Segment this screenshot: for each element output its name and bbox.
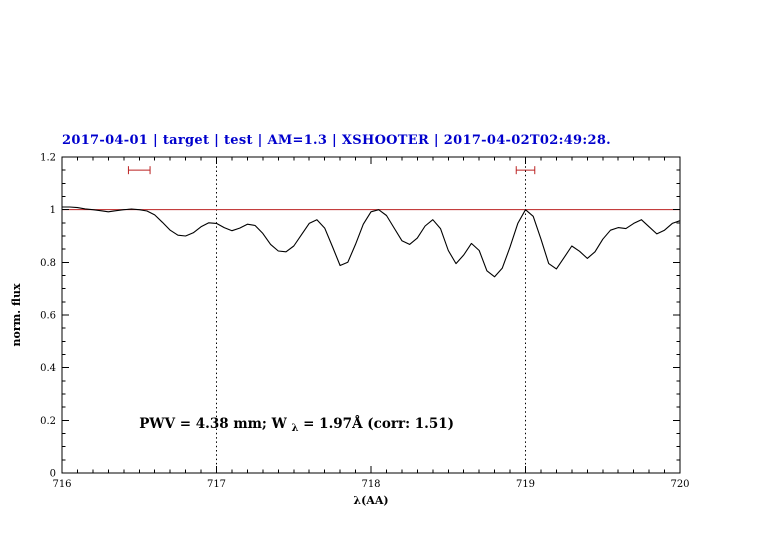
x-axis-label: λ(AA)	[353, 494, 388, 507]
annotation-subscript-lambda: λ	[291, 423, 298, 434]
y-tick-label: 1	[50, 205, 56, 216]
plot-title: 2017-04-01 | target | test | AM=1.3 | XS…	[62, 133, 612, 148]
y-axis-label: norm. flux	[10, 283, 23, 346]
y-tick-label: 0.8	[40, 258, 56, 269]
y-tick-label: 0	[50, 469, 56, 480]
y-tick-label: 0.2	[40, 416, 56, 427]
annotation-suffix: = 1.97Å (corr: 1.51)	[303, 416, 454, 432]
x-tick-label: 716	[52, 479, 71, 490]
y-tick-label: 0.6	[40, 311, 56, 322]
spectrum-line	[61, 206, 681, 278]
annotation-prefix: PWV = 4.38 mm; W	[139, 416, 287, 432]
y-tick-label: 0.4	[40, 363, 56, 374]
x-tick-label: 717	[207, 479, 226, 490]
x-tick-label: 718	[361, 479, 380, 490]
x-tick-label: 719	[516, 479, 535, 490]
x-tick-label: 720	[670, 479, 689, 490]
measurement-annotation: PWV = 4.38 mm; W λ = 1.97Å (corr: 1.51)	[139, 416, 454, 435]
y-tick-label: 1.2	[40, 153, 56, 164]
chart-generated-layer: 716 717 718 719 720 0 0.2 0.4 0.6 0.8 1 1.2	[40, 153, 689, 491]
